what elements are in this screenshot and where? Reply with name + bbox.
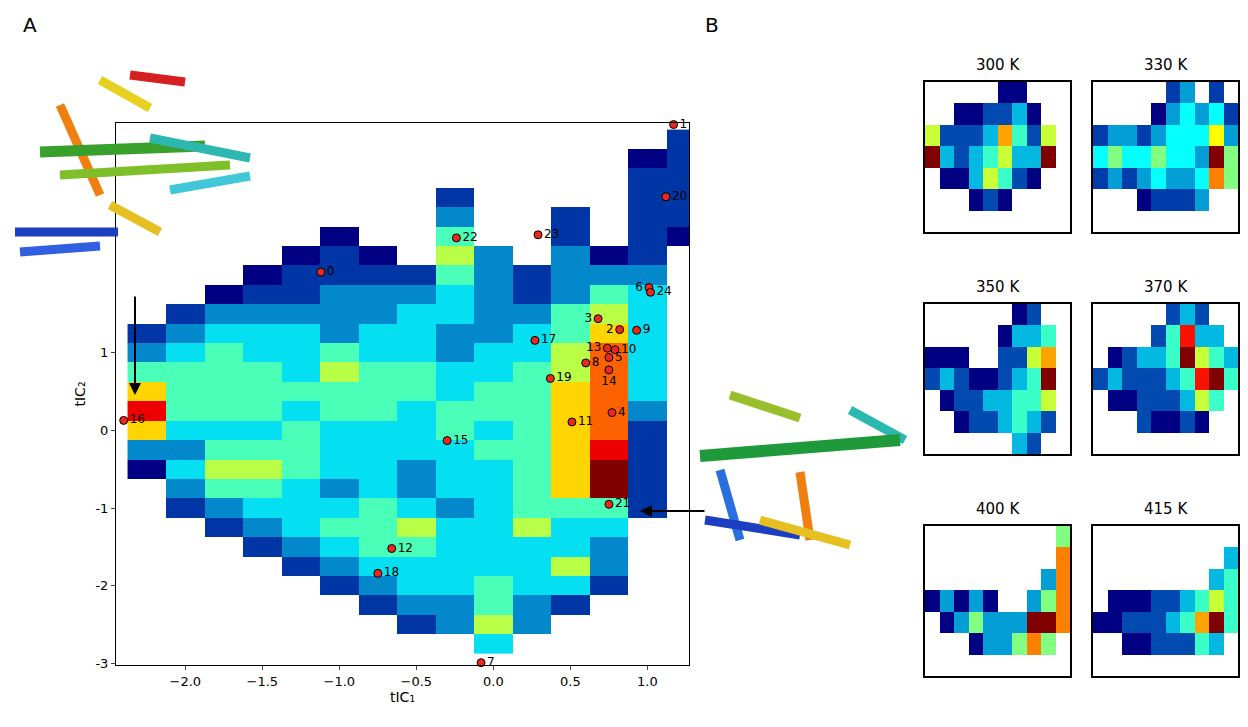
svg-text:7: 7 — [487, 655, 495, 669]
svg-text:1: 1 — [100, 345, 108, 360]
svg-text:17: 17 — [541, 332, 556, 346]
svg-text:21: 21 — [615, 496, 630, 510]
svg-text:tIC₁: tIC₁ — [390, 689, 415, 705]
svg-text:11: 11 — [578, 414, 593, 428]
svg-text:9: 9 — [643, 322, 651, 336]
svg-text:2: 2 — [606, 322, 614, 336]
svg-text:3: 3 — [584, 311, 592, 325]
svg-text:13: 13 — [586, 340, 601, 354]
svg-text:19: 19 — [556, 370, 571, 384]
svg-text:0.0: 0.0 — [483, 674, 504, 689]
svg-text:−1.5: −1.5 — [247, 674, 279, 689]
svg-text:370 K: 370 K — [1144, 278, 1188, 296]
svg-text:−0.5: −0.5 — [401, 674, 433, 689]
svg-text:1.0: 1.0 — [637, 674, 658, 689]
svg-text:10: 10 — [621, 342, 636, 356]
svg-text:22: 22 — [462, 230, 477, 244]
svg-text:1: 1 — [680, 117, 688, 131]
svg-text:18: 18 — [384, 565, 399, 579]
svg-text:415 K: 415 K — [1144, 500, 1188, 518]
svg-text:-3: -3 — [95, 656, 108, 671]
svg-text:4: 4 — [618, 405, 626, 419]
svg-text:0: 0 — [100, 423, 108, 438]
svg-text:300 K: 300 K — [976, 56, 1020, 74]
svg-text:16: 16 — [130, 412, 145, 426]
svg-text:A: A — [23, 13, 37, 37]
svg-text:0.5: 0.5 — [560, 674, 581, 689]
svg-text:-2: -2 — [95, 578, 108, 593]
svg-text:−2.0: −2.0 — [170, 674, 202, 689]
svg-text:-1: -1 — [95, 501, 108, 516]
svg-text:0: 0 — [327, 264, 335, 278]
svg-text:15: 15 — [453, 433, 468, 447]
svg-text:330 K: 330 K — [1144, 56, 1188, 74]
svg-text:tIC₂: tIC₂ — [72, 381, 88, 406]
svg-text:8: 8 — [592, 355, 600, 369]
svg-text:12: 12 — [398, 541, 413, 555]
svg-text:400 K: 400 K — [976, 500, 1020, 518]
svg-text:20: 20 — [672, 189, 687, 203]
svg-text:B: B — [705, 13, 719, 37]
svg-text:5: 5 — [615, 350, 623, 364]
svg-text:24: 24 — [656, 284, 671, 298]
svg-text:6: 6 — [635, 280, 643, 294]
svg-text:350 K: 350 K — [976, 278, 1020, 296]
svg-text:23: 23 — [544, 227, 559, 241]
svg-text:−1.0: −1.0 — [324, 674, 356, 689]
svg-text:14: 14 — [601, 374, 616, 388]
